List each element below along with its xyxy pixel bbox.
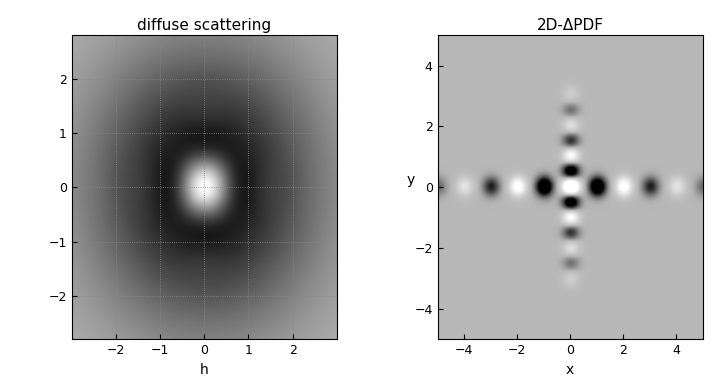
X-axis label: x: x xyxy=(566,363,574,377)
Title: diffuse scattering: diffuse scattering xyxy=(137,18,271,32)
Title: 2D-ΔPDF: 2D-ΔPDF xyxy=(536,18,604,32)
Y-axis label: y: y xyxy=(407,173,415,187)
X-axis label: h: h xyxy=(200,363,209,377)
